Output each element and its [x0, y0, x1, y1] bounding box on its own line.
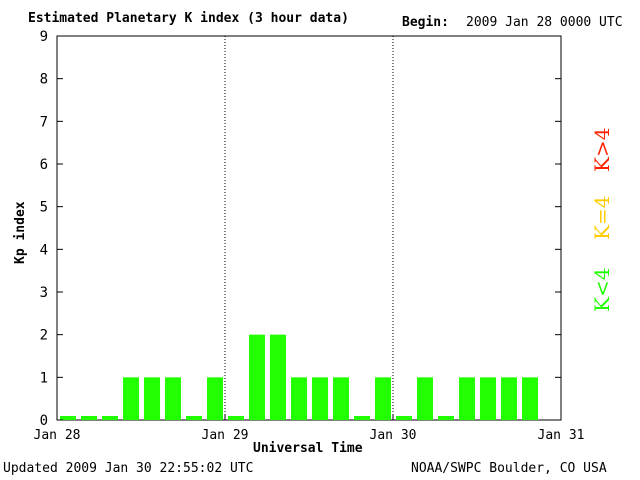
- kp-bar: [312, 377, 328, 420]
- legend-k-less-4: K<4: [590, 267, 614, 312]
- kp-bar: [228, 416, 244, 420]
- kp-bar: [249, 334, 265, 420]
- kp-bar: [102, 416, 118, 420]
- kp-bar: [501, 377, 517, 420]
- kp-bar: [396, 416, 412, 420]
- kp-bar: [186, 416, 202, 420]
- x-tick-label: Jan 31: [538, 428, 585, 443]
- kp-bar: [123, 377, 139, 420]
- legend-k-equal-4: K=4: [590, 195, 614, 240]
- source-credit: NOAA/SWPC Boulder, CO USA: [411, 461, 607, 476]
- x-tick-label: Jan 28: [34, 428, 81, 443]
- x-tick-label: Jan 30: [370, 428, 417, 443]
- kp-bar: [333, 377, 349, 420]
- kp-bar: [207, 377, 223, 420]
- chart-title: Estimated Planetary K index (3 hour data…: [28, 11, 349, 26]
- y-axis-label: Kp index: [13, 201, 28, 264]
- y-tick-label: 7: [40, 114, 48, 130]
- y-tick-label: 8: [40, 72, 48, 88]
- kp-bar: [354, 416, 370, 420]
- begin-label: Begin:: [402, 15, 449, 30]
- kp-bar: [522, 377, 538, 420]
- y-tick-label: 3: [40, 285, 48, 301]
- kp-bar: [60, 416, 76, 420]
- kp-bar: [438, 416, 454, 420]
- y-tick-label: 4: [40, 242, 48, 258]
- kp-bar: [480, 377, 496, 420]
- kp-bar: [144, 377, 160, 420]
- kp-bar: [270, 334, 286, 420]
- legend-k-greater-4: K>4: [590, 127, 614, 172]
- x-axis-label: Universal Time: [253, 441, 363, 456]
- kp-bar: [459, 377, 475, 420]
- y-tick-label: 6: [40, 157, 48, 173]
- kp-bar: [417, 377, 433, 420]
- x-tick-label: Jan 29: [202, 428, 249, 443]
- kp-bar: [81, 416, 97, 420]
- y-tick-label: 2: [40, 328, 48, 344]
- updated-timestamp: Updated 2009 Jan 30 22:55:02 UTC: [3, 461, 254, 476]
- kp-bar: [291, 377, 307, 420]
- y-tick-label: 9: [40, 29, 48, 45]
- y-tick-label: 0: [40, 413, 48, 429]
- plot-frame: [56, 35, 562, 421]
- kp-bar: [165, 377, 181, 420]
- begin-value: 2009 Jan 28 0000 UTC: [466, 15, 623, 30]
- y-tick-label: 1: [40, 370, 48, 386]
- y-tick-label: 5: [40, 200, 48, 216]
- kp-bar: [375, 377, 391, 420]
